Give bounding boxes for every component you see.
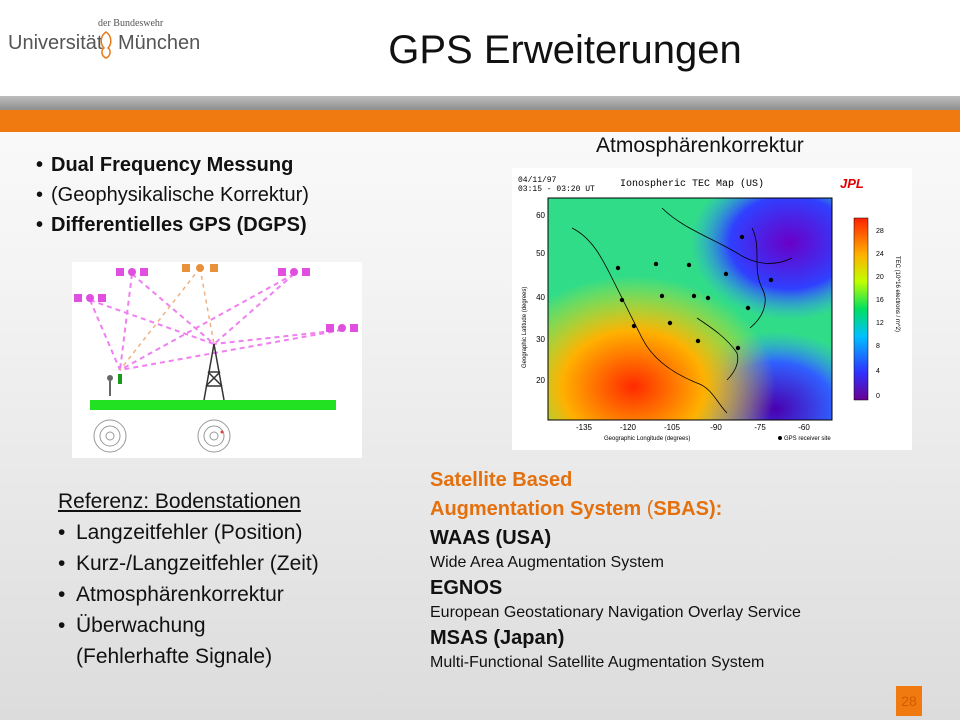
page-number: 28: [896, 686, 922, 716]
colorbar-label: TEC (10^16 electrons / m^2): [894, 256, 900, 332]
logo-university: Universität: [8, 32, 103, 54]
header-orange-bar: [0, 110, 960, 132]
y-tick-labels: 60 50 40 30 20: [536, 211, 545, 385]
bullet-geophysical: (Geophysikalische Korrektur): [36, 180, 309, 210]
atmosphere-caption: Atmosphärenkorrektur: [596, 134, 804, 157]
svg-text:4: 4: [876, 368, 880, 375]
msas-title: MSAS (Japan): [430, 627, 565, 649]
reference-item-atmosphere: Atmosphärenkorrektur: [58, 579, 418, 610]
svg-text:24: 24: [876, 251, 884, 258]
geo-satellite-icon: [182, 264, 218, 272]
tec-plot-area: [547, 197, 833, 421]
map-ylabel: Geographic Latitude (degrees): [522, 287, 528, 368]
svg-text:0: 0: [876, 393, 880, 400]
map-title: Ionospheric TEC Map (US): [620, 178, 764, 190]
x-tick-labels: -135 -120 -105 -90 -75 -60: [576, 423, 810, 432]
svg-text:-90: -90: [710, 423, 722, 432]
svg-text:8: 8: [876, 343, 880, 350]
reference-item-position: Langzeitfehler (Position): [58, 517, 418, 548]
svg-text:12: 12: [876, 320, 884, 327]
dgps-diagram: [72, 262, 362, 458]
reference-stations-block: Referenz: Bodenstationen Langzeitfehler …: [58, 486, 418, 672]
msas-description: Multi-Functional Satellite Augmentation …: [430, 654, 765, 671]
svg-text:20: 20: [876, 274, 884, 281]
map-legend-text: GPS receiver site: [784, 436, 831, 442]
logo-subtitle: der Bundeswehr: [98, 18, 164, 29]
logo-city: München: [118, 32, 201, 54]
svg-text:60: 60: [536, 211, 545, 220]
reference-item-monitoring-cont: (Fehlerhafte Signale): [76, 645, 273, 668]
map-date: 04/11/97: [518, 176, 557, 185]
svg-text:28: 28: [876, 228, 884, 235]
ground-bar: [90, 400, 336, 410]
reference-item-time: Kurz-/Langzeitfehler (Zeit): [58, 548, 418, 579]
sbas-heading-2: Augmentation System (SBAS):: [430, 498, 723, 520]
reference-item-monitoring: Überwachung(Fehlerhafte Signale): [58, 610, 418, 672]
satellite-icons: [74, 268, 358, 332]
svg-text:-105: -105: [664, 423, 681, 432]
top-bullet-list: Dual Frequency Messung (Geophysikalische…: [36, 150, 309, 240]
reference-list: Langzeitfehler (Position) Kurz-/Langzeit…: [58, 517, 418, 672]
waas-title: WAAS (USA): [430, 527, 552, 549]
receiver-sites: [615, 234, 774, 351]
svg-text:30: 30: [536, 335, 545, 344]
signal-lines: [89, 273, 343, 371]
antenna-marker: [220, 430, 224, 434]
bullet-dual-frequency: Dual Frequency Messung: [36, 150, 309, 180]
university-logo: der Bundeswehr Universität München: [8, 18, 201, 68]
geo-signal-lines: [119, 267, 215, 371]
egnos-title: EGNOS: [430, 577, 503, 599]
jpl-logo: JPL: [840, 176, 864, 191]
svg-text:50: 50: [536, 249, 545, 258]
svg-text:-135: -135: [576, 423, 593, 432]
legend-dot: [778, 436, 782, 440]
map-time: 03:15 - 03:20 UT: [518, 185, 595, 194]
slide-title: GPS Erweiterungen: [388, 28, 742, 72]
reference-station-tower-icon: [203, 343, 225, 401]
header-grey-bar: [0, 96, 960, 110]
tec-colorbar: [853, 217, 869, 401]
user-receiver-icon: [107, 374, 122, 396]
slide-header: der Bundeswehr Universität München GPS E…: [0, 0, 960, 96]
bullet-dgps: Differentielles GPS (DGPS): [36, 210, 309, 240]
svg-text:-60: -60: [798, 423, 810, 432]
sbas-heading-1: Satellite Based: [430, 469, 573, 491]
tec-map: 04/11/97 03:15 - 03:20 UT Ionospheric TE…: [512, 168, 912, 450]
svg-text:-120: -120: [620, 423, 637, 432]
svg-text:20: 20: [536, 376, 545, 385]
svg-text:40: 40: [536, 293, 545, 302]
colorbar-ticks: 28 24 20 16 12 8 4 0: [876, 228, 884, 400]
antenna-pattern-icons: [93, 419, 231, 453]
svg-text:16: 16: [876, 297, 884, 304]
sbas-block: Satellite Based Augmentation System (SBA…: [430, 466, 950, 674]
svg-text:-75: -75: [754, 423, 766, 432]
egnos-description: European Geostationary Navigation Overla…: [430, 604, 801, 621]
map-xlabel: Geographic Longitude (degrees): [604, 436, 690, 442]
crest-icon: [100, 31, 112, 59]
waas-description: Wide Area Augmentation System: [430, 554, 664, 571]
reference-title: Referenz: Bodenstationen: [58, 490, 301, 513]
